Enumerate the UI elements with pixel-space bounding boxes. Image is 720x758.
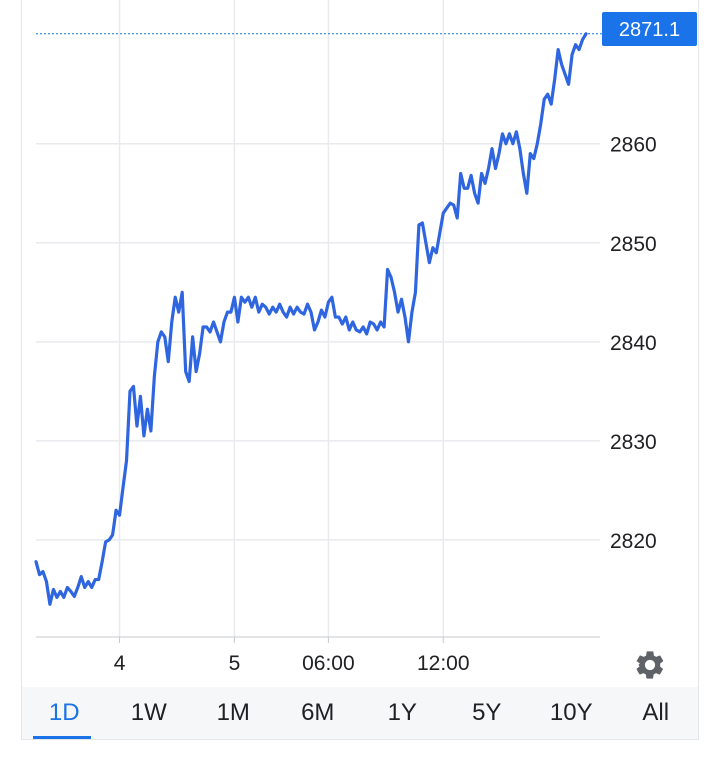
- y-tick-label: 2840: [610, 332, 657, 355]
- x-axis: 4 5 06:00 12:00: [36, 636, 600, 675]
- x-tick-label: 5: [229, 652, 241, 675]
- y-tick-label: 2850: [610, 233, 657, 256]
- tab-1y[interactable]: 1Y: [387, 699, 417, 726]
- price-series-line: [34, 32, 588, 606]
- price-chart[interactable]: 2820 2830 2840 2850 2860 4 5 06:00 12:00 2871.1: [0, 0, 720, 690]
- x-tick-label: 12:00: [417, 652, 470, 675]
- y-axis: 2820 2830 2840 2850 2860: [610, 134, 657, 553]
- y-tick-label: 2820: [610, 530, 657, 553]
- time-range-tabs: 1D 1W 1M 6M 1Y 5Y 10Y All: [22, 687, 698, 739]
- tab-10y[interactable]: 10Y: [549, 699, 593, 726]
- tab-all[interactable]: All: [642, 699, 670, 726]
- tab-1d[interactable]: 1D: [22, 687, 107, 739]
- chart-card: [21, 0, 699, 740]
- tab-1w[interactable]: 1W: [130, 699, 167, 726]
- y-tick-label: 2860: [610, 134, 657, 157]
- gear-icon: [636, 651, 664, 679]
- y-tick-label: 2830: [610, 431, 657, 454]
- tab-5y[interactable]: 5Y: [472, 699, 502, 726]
- current-price-badge: 2871.1: [602, 12, 697, 46]
- grid: [36, 0, 600, 637]
- x-tick-label: 06:00: [302, 652, 355, 675]
- current-price-label: 2871.1: [619, 19, 680, 41]
- x-tick-label: 4: [114, 652, 126, 675]
- chart-settings-button[interactable]: [633, 648, 667, 682]
- tab-1m[interactable]: 1M: [216, 699, 250, 726]
- tab-6m[interactable]: 6M: [301, 699, 335, 726]
